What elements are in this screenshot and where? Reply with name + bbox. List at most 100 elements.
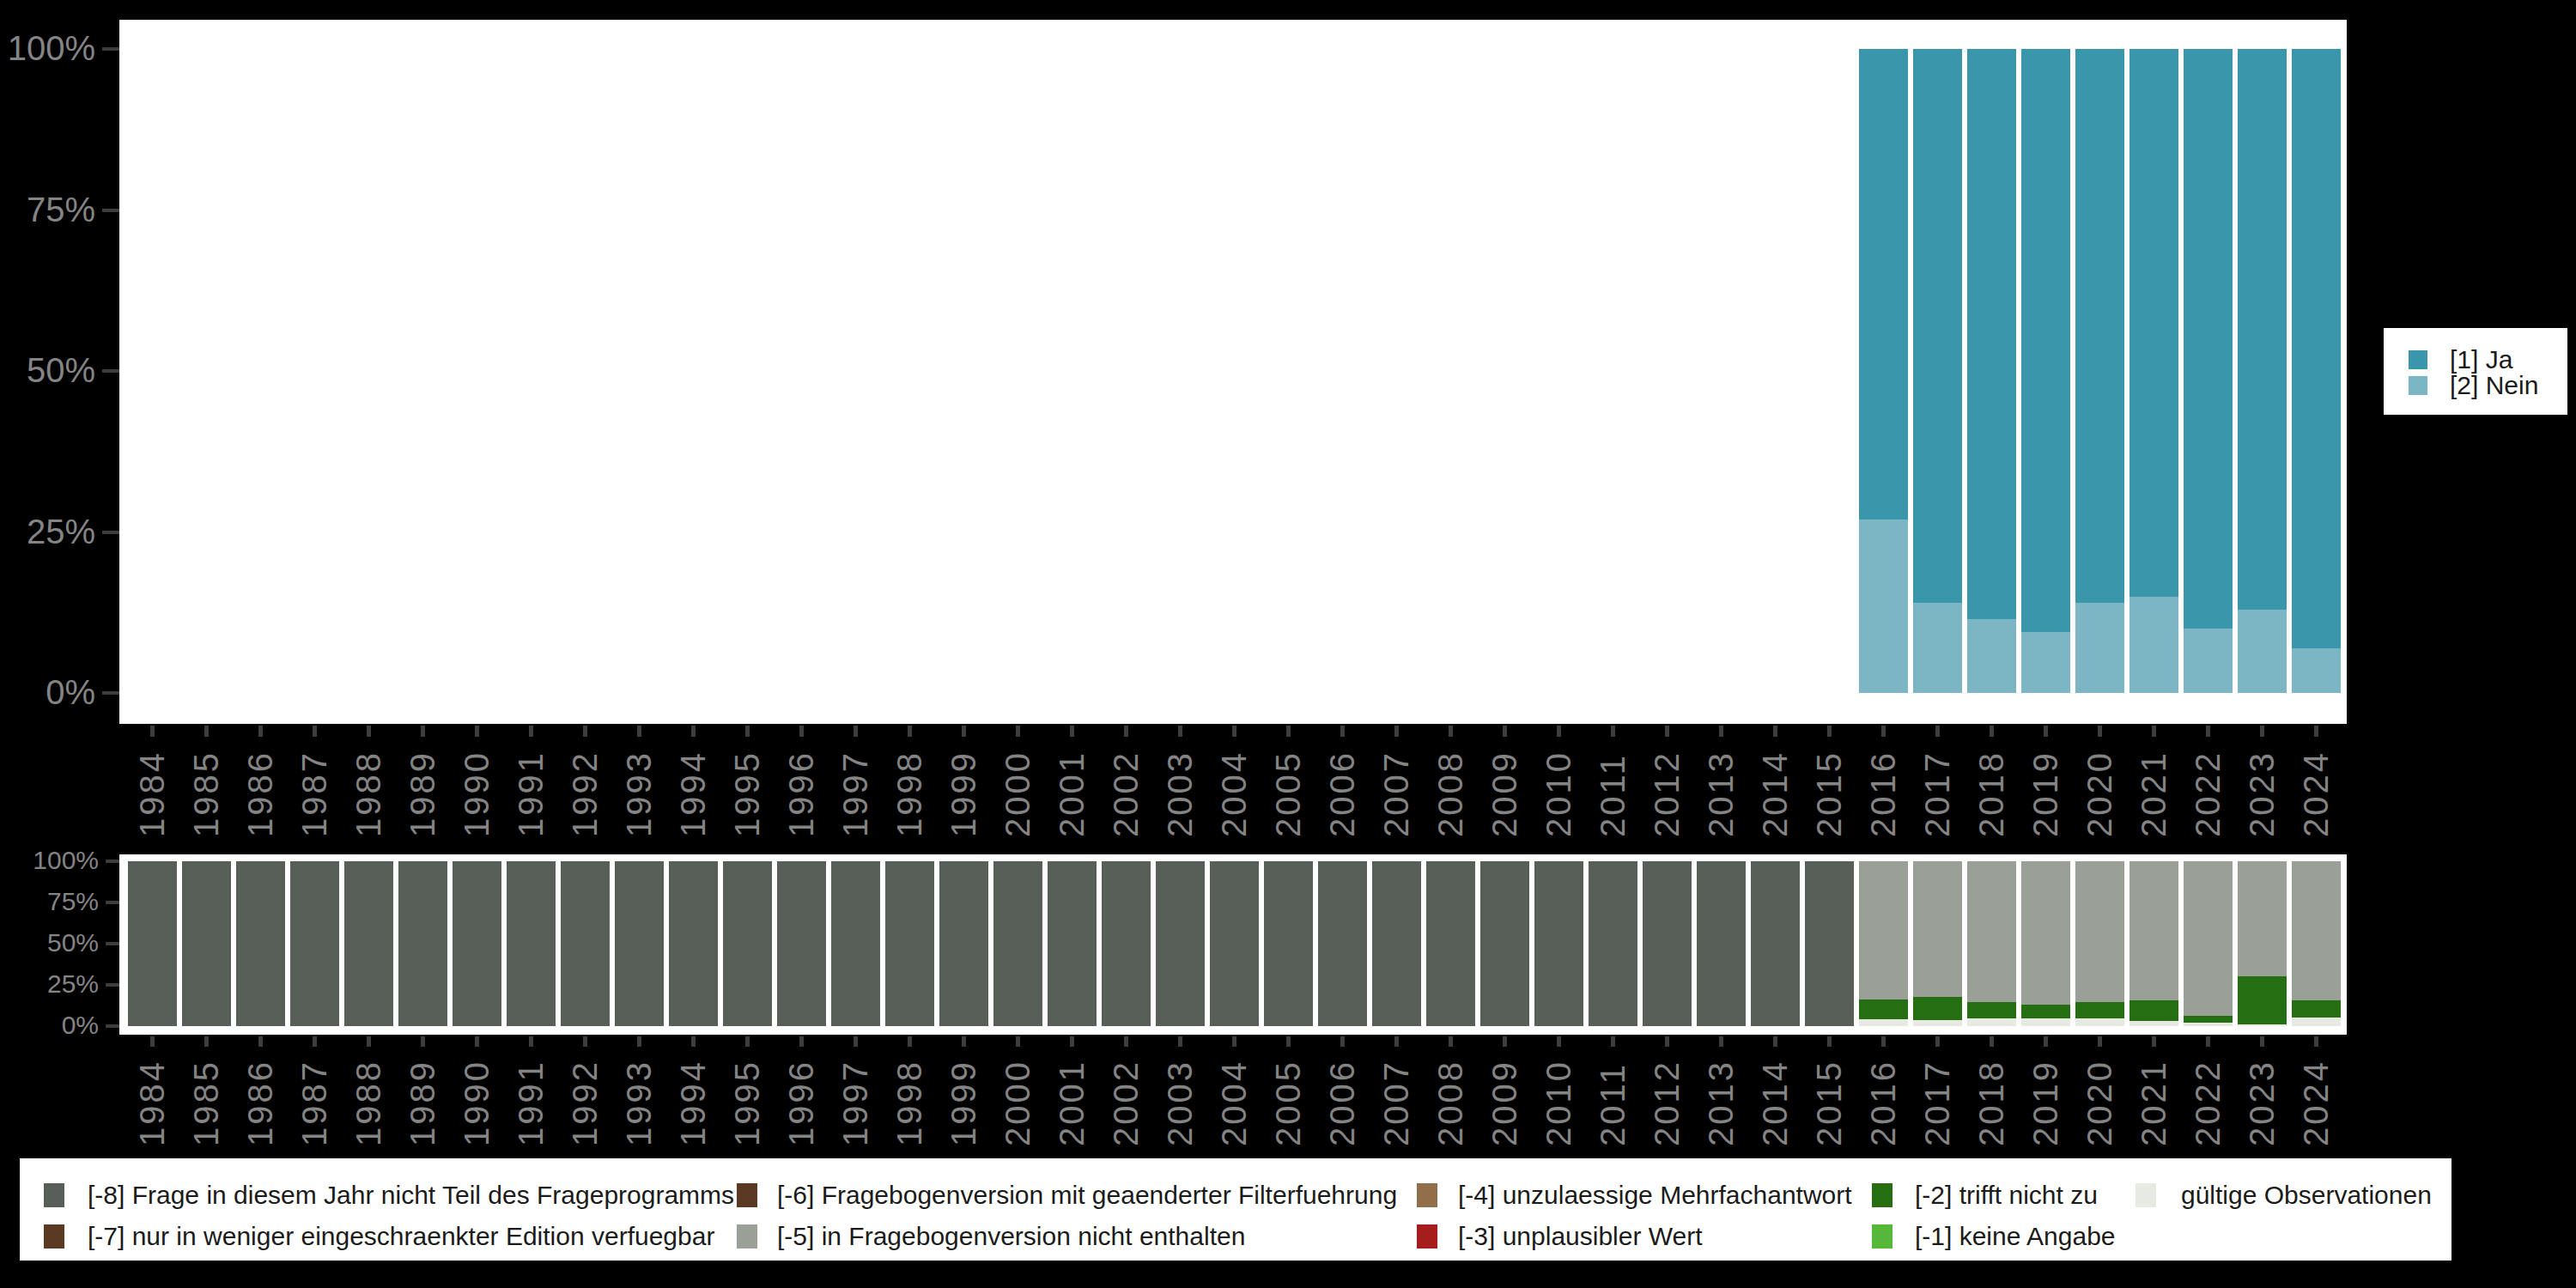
x-tick-label: 1994 <box>673 1052 713 1146</box>
bar-2016-segment <box>1859 861 1908 999</box>
x-tick-label: 1999 <box>944 1052 983 1146</box>
top-chart-legend: [1] Ja[2] Nein <box>2384 328 2567 415</box>
bar-2018-segment <box>1967 1018 2016 1026</box>
x-tick-label: 2007 <box>1376 743 1416 837</box>
x-tick-label: 2006 <box>1322 743 1362 837</box>
x-tick-label: 2021 <box>2134 743 2173 837</box>
bar-2019-segment <box>2021 1005 2070 1018</box>
y-tick <box>106 901 119 904</box>
x-tick <box>637 1036 641 1047</box>
x-tick-label: 1993 <box>619 743 659 837</box>
bar-1998-segment <box>885 861 934 1026</box>
x-tick <box>2098 726 2102 737</box>
legend-label: gültige Observationen <box>2181 1181 2432 1210</box>
bar-2019-segment <box>2021 861 2070 1005</box>
bar-2004-segment <box>1210 861 1259 1026</box>
x-tick-label: 2017 <box>1917 743 1957 837</box>
y-tick-label: 0% <box>0 671 95 713</box>
x-tick-label-text: 2001 <box>1053 1052 1091 1146</box>
legend-item: [2] Nein <box>2409 374 2538 397</box>
x-tick-label-text: 2008 <box>1431 743 1470 837</box>
bar-2023-segment <box>2238 1024 2287 1026</box>
bar-1991-segment <box>507 861 556 1026</box>
x-tick-label-text: 2016 <box>1864 743 1903 837</box>
bar-2000-segment <box>993 861 1042 1026</box>
x-tick-label: 2011 <box>1593 743 1632 837</box>
y-tick <box>106 1024 119 1028</box>
x-tick-label-text: 2003 <box>1161 743 1200 837</box>
bar-2023-segment <box>2238 976 2287 1024</box>
x-tick-label-text: 1995 <box>728 743 767 837</box>
x-tick-label-text: 2006 <box>1323 1052 1362 1146</box>
x-tick-label: 2000 <box>998 1052 1037 1146</box>
x-tick-label: 1999 <box>944 743 983 837</box>
bar-2022-segment <box>2184 1023 2233 1026</box>
y-tick <box>102 369 119 373</box>
bar-1994-segment <box>669 861 718 1026</box>
x-tick <box>1016 726 1020 737</box>
x-tick-label: 2021 <box>2134 1052 2173 1146</box>
x-tick <box>421 1036 425 1047</box>
bar-2023-segment <box>2238 610 2287 694</box>
x-tick-label-text: 2014 <box>1756 743 1795 837</box>
legend-label: [1] Ja <box>2450 345 2512 374</box>
x-tick <box>1881 1036 1886 1047</box>
x-tick-label-text: 1989 <box>404 743 442 837</box>
x-tick <box>204 726 209 737</box>
x-tick-label-text: 2017 <box>1918 743 1957 837</box>
bar-2017-segment <box>1913 997 1962 1020</box>
x-tick-label-text: 1992 <box>566 743 605 837</box>
x-tick <box>1340 726 1345 737</box>
x-tick-label: 2002 <box>1106 1052 1145 1146</box>
x-tick-label: 1992 <box>565 1052 605 1146</box>
bar-2017-segment <box>1913 603 1962 693</box>
x-tick-label: 2015 <box>1809 1052 1849 1146</box>
bar-2010-segment <box>1534 861 1583 1026</box>
bar-1992-segment <box>561 861 610 1026</box>
x-tick-label: 2016 <box>1863 743 1903 837</box>
x-tick-label: 1984 <box>132 1052 172 1146</box>
y-tick <box>106 860 119 863</box>
x-tick-label: 1993 <box>619 1052 659 1146</box>
x-tick-label: 2012 <box>1647 743 1686 837</box>
bar-2020-segment <box>2075 49 2124 603</box>
x-tick-label-text: 1988 <box>349 743 388 837</box>
legend-item: [1] Ja <box>2409 349 2512 371</box>
bar-2018-segment <box>1967 619 2016 693</box>
x-tick-label: 2018 <box>1971 743 2011 837</box>
x-tick <box>421 726 425 737</box>
x-tick <box>1990 726 1994 737</box>
x-tick <box>583 726 587 737</box>
y-tick <box>102 691 119 695</box>
bar-1985-segment <box>182 861 231 1026</box>
bar-2023-segment <box>2238 861 2287 976</box>
y-tick <box>102 531 119 534</box>
x-tick <box>529 726 533 737</box>
x-tick-label-text: 2006 <box>1323 743 1362 837</box>
bar-2021-segment <box>2129 1021 2178 1026</box>
x-tick-label-text: 2009 <box>1485 743 1524 837</box>
x-tick-label-text: 1987 <box>295 743 334 837</box>
x-tick <box>745 1036 750 1047</box>
x-tick-label-text: 2022 <box>2189 1052 2227 1146</box>
x-tick-label-text: 1996 <box>782 1052 821 1146</box>
x-tick <box>908 726 912 737</box>
x-tick-label-text: 1985 <box>187 743 226 837</box>
x-tick-label: 2019 <box>2026 743 2065 837</box>
y-tick <box>102 47 119 51</box>
x-tick-label-text: 2003 <box>1161 1052 1200 1146</box>
legend-swatch <box>2409 350 2427 369</box>
y-tick-label: 0% <box>0 1010 99 1041</box>
bar-2015-segment <box>1805 861 1854 1026</box>
x-tick <box>1665 726 1669 737</box>
legend-swatch <box>1417 1224 1437 1249</box>
x-tick <box>367 1036 371 1047</box>
bar-2003-segment <box>1156 861 1205 1026</box>
x-tick-label: 2014 <box>1755 743 1795 837</box>
x-tick-label: 2009 <box>1485 1052 1524 1146</box>
x-tick-label: 1988 <box>349 743 388 837</box>
legend-label: [-6] Fragebogenversion mit geaenderter F… <box>777 1181 1397 1210</box>
bar-2011-segment <box>1589 861 1637 1026</box>
x-tick-label-text: 2020 <box>2081 743 2119 837</box>
bar-1986-segment <box>236 861 285 1026</box>
